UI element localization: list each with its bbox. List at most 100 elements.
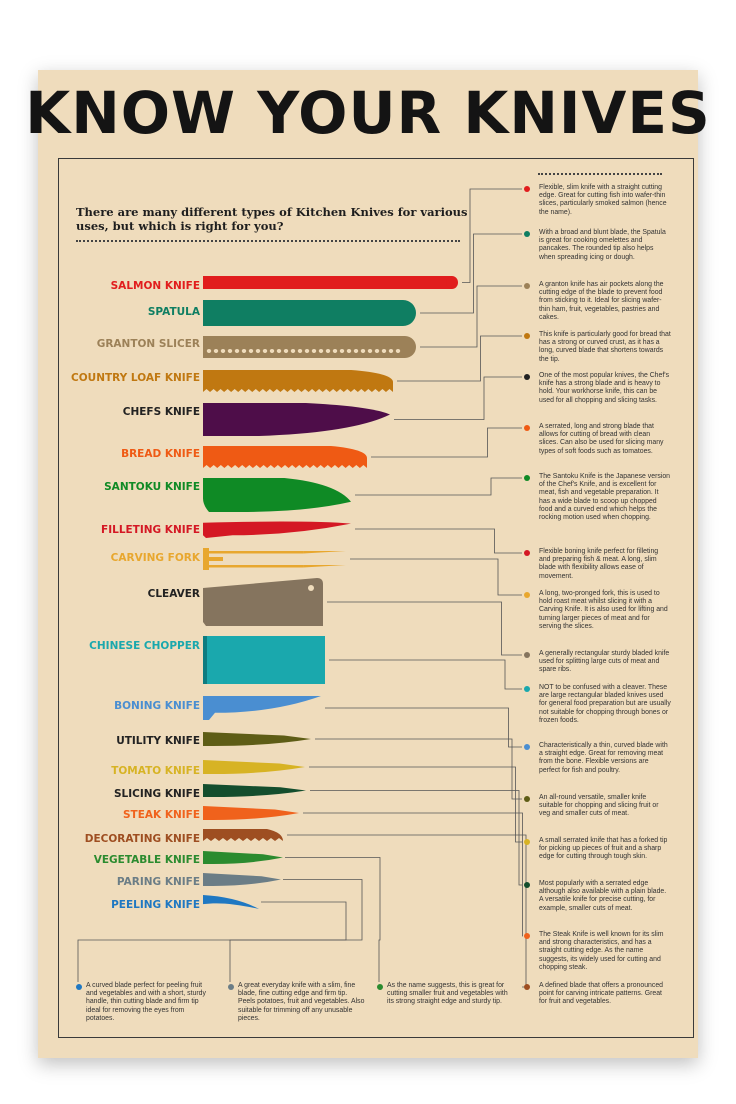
description-dot [524, 744, 530, 750]
granton-dimple [276, 348, 282, 353]
connector-line [303, 812, 523, 937]
knife-description: A generally rectangular sturdy bladed kn… [539, 650, 670, 674]
connector-line [77, 901, 347, 982]
knife-description: A serrated, long and strong blade that a… [539, 423, 664, 455]
poster-frame [58, 158, 694, 1038]
granton-dimple [262, 348, 268, 353]
granton-dimple [346, 348, 352, 353]
granton-dimple [297, 348, 303, 353]
knife-description: This knife is particularly good for brea… [539, 331, 671, 363]
filleting-knife-blade [203, 521, 351, 538]
granton-dimple [248, 348, 254, 353]
knife-label: PEELING KNIFE [111, 899, 200, 911]
spatula-blade-base [203, 300, 229, 326]
granton-dimple [395, 348, 401, 353]
carving-fork-blade-prong [203, 551, 304, 554]
knife-label: UTILITY KNIFE [116, 735, 200, 747]
steak-knife-blade [203, 806, 299, 820]
description-dot [76, 984, 82, 990]
peeling-knife-blade [203, 895, 259, 909]
connector-line [397, 335, 522, 382]
vegetable-knife-blade [203, 851, 283, 864]
connector-line [229, 879, 363, 982]
description-dot [524, 882, 530, 888]
slicing-knife-blade [203, 784, 306, 797]
granton-dimple [213, 348, 219, 353]
granton-dimple [290, 348, 296, 353]
description-dot [524, 933, 530, 939]
granton-slicer-blade-base [203, 336, 225, 358]
description-dot [524, 652, 530, 658]
granton-dimple [318, 348, 324, 353]
descriptions-divider [538, 173, 662, 175]
granton-dimple [227, 348, 233, 353]
description-dot [524, 283, 530, 289]
granton-dimple [339, 348, 345, 353]
knife-label: SPATULA [147, 306, 200, 318]
carving-fork-blade-prong [203, 565, 304, 568]
description-dot [524, 550, 530, 556]
poster-background [38, 70, 698, 1058]
carving-fork-blade-prong-tip [303, 551, 346, 554]
granton-dimple [332, 348, 338, 353]
description-dot [524, 686, 530, 692]
description-dot [524, 796, 530, 802]
description-dot [524, 984, 530, 990]
knife-description: Flexible boning knife perfect for fillet… [539, 548, 659, 580]
knife-label: CHEFS KNIFE [122, 406, 200, 418]
paring-knife-blade [203, 873, 281, 886]
granton-dimple [360, 348, 366, 353]
description-dot [524, 839, 530, 845]
connector-line [327, 601, 522, 656]
knife-description: NOT to be confused with a cleaver. These… [539, 684, 671, 724]
connector-line [309, 766, 522, 843]
knife-description: A curved blade perfect for peeling fruit… [86, 982, 206, 1022]
knife-label: GRANTON SLICER [96, 338, 200, 350]
connector-line [315, 738, 522, 800]
knife-description: The Santoku Knife is the Japanese versio… [539, 473, 671, 522]
knife-description: Most popularly with a serrated edge alth… [539, 880, 667, 912]
knife-label: STEAK KNIFE [123, 809, 200, 821]
chefs-knife-blade [203, 403, 390, 436]
knife-label: CHINESE CHOPPER [89, 640, 200, 652]
page-title: KNOW YOUR KNIVES [25, 79, 711, 147]
knife-label: SANTOKU KNIFE [104, 481, 200, 493]
knife-description: As the name suggests, this is great for … [387, 982, 508, 1006]
knife-label: CARVING FORK [110, 552, 200, 564]
salmon-knife-blade-tip [446, 276, 458, 289]
description-dot [524, 425, 530, 431]
subtitle-divider [76, 240, 460, 242]
carving-fork-blade-neck [203, 557, 223, 561]
knife-description: A small serrated knife that has a forked… [539, 837, 668, 861]
granton-dimple [311, 348, 317, 353]
knife-label: DECORATING KNIFE [84, 833, 200, 845]
knife-description: A defined blade that offers a pronounced… [539, 982, 664, 1006]
knife-label: PARING KNIFE [116, 876, 200, 888]
spatula-blade [203, 300, 416, 326]
knife-label: TOMATO KNIFE [111, 765, 200, 777]
granton-dimple [388, 348, 394, 353]
connector-line [355, 477, 522, 496]
granton-dimple [374, 348, 380, 353]
granton-dimple [269, 348, 275, 353]
granton-dimple [304, 348, 310, 353]
description-dot [524, 231, 530, 237]
granton-dimple [241, 348, 247, 353]
chinese-chopper-blade-bolster [203, 636, 207, 684]
description-dot [524, 186, 530, 192]
knife-label: BONING KNIFE [114, 700, 200, 712]
country-loaf-knife-blade [199, 370, 393, 392]
granton-dimple [325, 348, 331, 353]
description-dot [228, 984, 234, 990]
connector-line [350, 558, 522, 596]
granton-dimple [381, 348, 387, 353]
knife-description: A long, two-pronged fork, this is used t… [539, 590, 668, 630]
description-dot [524, 592, 530, 598]
knife-description: Characteristically a thin, curved blade … [539, 742, 668, 774]
cleaver-hole [308, 585, 314, 591]
bread-knife-blade [199, 446, 367, 468]
granton-dimple [206, 348, 212, 353]
granton-dimple [255, 348, 261, 353]
knife-description: Flexible, slim knife with a straight cut… [539, 184, 667, 216]
